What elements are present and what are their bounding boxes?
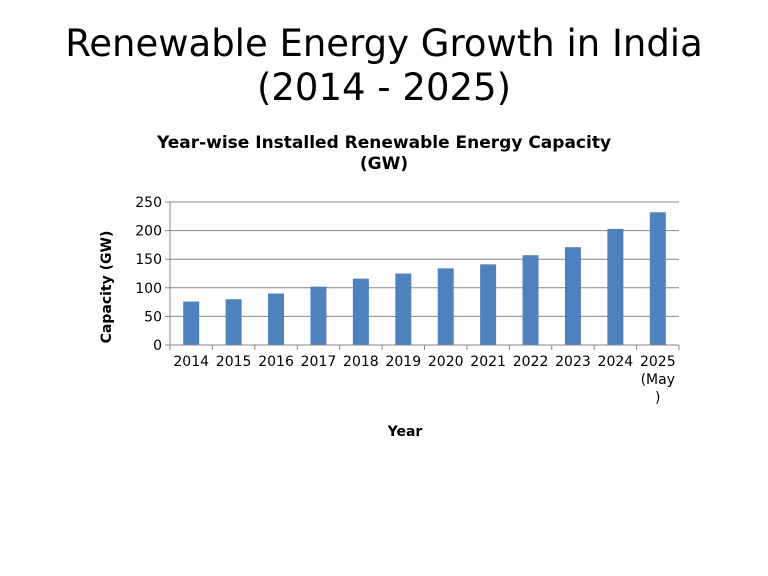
y-tick-label: 250 <box>135 195 162 211</box>
bar <box>607 228 624 345</box>
bar <box>649 212 666 345</box>
x-tick-label: 2025 (May) <box>640 354 676 406</box>
bar <box>268 293 285 345</box>
x-tick-label: 2023 <box>555 354 591 370</box>
slide-title-line-1: Renewable Energy Growth in India <box>65 22 703 65</box>
x-tick-label: 2021 <box>470 354 506 370</box>
chart-title: Year-wise Installed Renewable Energy Cap… <box>84 133 684 175</box>
x-tick-label: 2014 <box>173 354 209 370</box>
bars <box>183 212 666 345</box>
chart-title-line-2: (GW) <box>359 154 409 174</box>
bar <box>183 301 200 345</box>
x-tick-label: 2017 <box>301 354 337 370</box>
y-tick-label: 200 <box>135 224 162 240</box>
x-axis-label: Year <box>387 424 423 440</box>
y-tick-label: 100 <box>135 281 162 297</box>
bar <box>395 273 412 345</box>
bar <box>225 299 242 345</box>
bar <box>564 247 581 345</box>
y-tick-label: 150 <box>135 252 162 268</box>
slide-title-line-2: (2014 - 2025) <box>256 66 512 109</box>
y-tick-label: 0 <box>153 338 162 354</box>
x-tick-label: 2019 <box>385 354 421 370</box>
y-tick-label: 50 <box>144 309 162 325</box>
axes: 0 50 100 150 200 250 2014 2015 2016 2017 2018 2019 2… <box>135 195 680 406</box>
x-tick-label: 2020 <box>428 354 464 370</box>
y-axis-label: Capacity (GW) <box>99 231 115 344</box>
bar <box>352 278 369 345</box>
x-tick-label: 2024 <box>598 354 634 370</box>
bar <box>522 255 539 345</box>
x-tick-label: 2018 <box>343 354 379 370</box>
x-tick-label: 2016 <box>258 354 294 370</box>
chart-title-line-1: Year-wise Installed Renewable Energy Cap… <box>156 133 612 153</box>
gridlines <box>170 201 679 317</box>
x-tick-label: 2015 <box>216 354 252 370</box>
bar <box>480 264 497 345</box>
x-tick-label: 2022 <box>513 354 549 370</box>
bar <box>310 286 327 345</box>
bar <box>437 268 454 345</box>
slide-title: Renewable Energy Growth in India (2014 -… <box>0 22 768 110</box>
